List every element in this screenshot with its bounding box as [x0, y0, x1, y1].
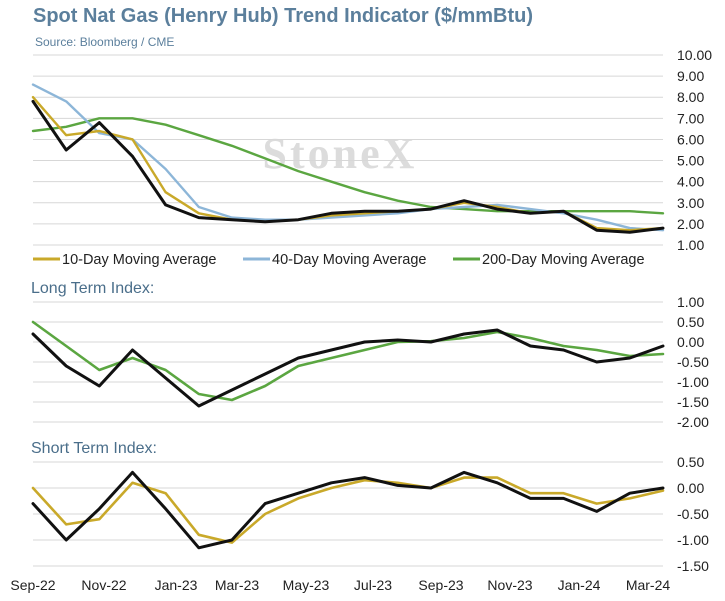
- x-tick-label: Jan-24: [558, 577, 601, 593]
- x-tick-label: Sep-23: [418, 577, 463, 593]
- y-tick-label: -0.50: [677, 354, 709, 370]
- y-tick-label: 1.00: [677, 294, 704, 310]
- y-tick-label: 0.50: [677, 314, 704, 330]
- y-tick-label: -1.50: [677, 558, 709, 574]
- y-tick-label: 0.50: [677, 454, 704, 470]
- series-line-long-term-index: [31, 328, 665, 408]
- y-tick-label: 2.00: [677, 216, 704, 232]
- y-tick-label: 6.00: [677, 131, 704, 147]
- x-tick-label: Nov-23: [487, 577, 532, 593]
- y-tick-label: 8.00: [677, 89, 704, 105]
- x-tick-label: Sep-22: [10, 577, 55, 593]
- legend-entry: 10-Day Moving Average: [62, 252, 217, 268]
- y-tick-label: 4.00: [677, 174, 704, 190]
- watermark-logo: StoneX: [263, 129, 418, 178]
- x-tick-label: May-23: [283, 577, 330, 593]
- y-tick-label: 7.00: [677, 110, 704, 126]
- x-tick-label: Jan-23: [155, 577, 198, 593]
- y-tick-label: 0.00: [677, 480, 704, 496]
- y-tick-label: 0.00: [677, 334, 704, 350]
- long-term-label: Long Term Index:: [31, 280, 155, 297]
- chart-source: Source: Bloomberg / CME: [35, 35, 175, 49]
- y-tick-label: -2.00: [677, 414, 709, 430]
- y-tick-label: 3.00: [677, 195, 704, 211]
- chart-title: Spot Nat Gas (Henry Hub) Trend Indicator…: [33, 5, 534, 27]
- y-tick-label: -1.00: [677, 532, 709, 548]
- y-tick-label: 10.00: [677, 47, 712, 63]
- x-tick-label: Nov-22: [81, 577, 126, 593]
- y-tick-label: 9.00: [677, 68, 704, 84]
- y-tick-label: 5.00: [677, 153, 704, 169]
- y-tick-label: -1.50: [677, 394, 709, 410]
- series-line-long-term-index-avg: [31, 320, 665, 402]
- y-tick-label: -0.50: [677, 506, 709, 522]
- short-term-label: Short Term Index:: [31, 440, 157, 457]
- series-line-price: [31, 99, 665, 234]
- x-tick-label: Mar-23: [215, 577, 260, 593]
- series-line-short-term-index: [31, 470, 665, 550]
- legend-entry: 40-Day Moving Average: [272, 252, 427, 268]
- x-tick-label: Mar-24: [626, 577, 671, 593]
- y-tick-label: -1.00: [677, 374, 709, 390]
- legend-entry: 200-Day Moving Average: [482, 252, 645, 268]
- series-line-short-term-index-avg: [31, 476, 665, 544]
- y-tick-label: 1.00: [677, 237, 704, 253]
- x-tick-label: Jul-23: [354, 577, 392, 593]
